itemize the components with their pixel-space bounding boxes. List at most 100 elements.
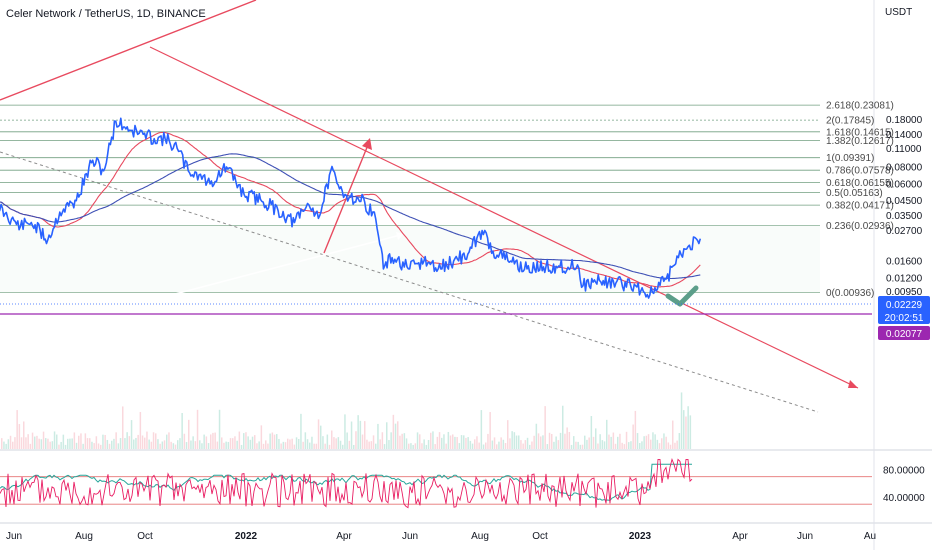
volume-bar [518, 435, 520, 449]
ascending-trendline [0, 0, 257, 101]
volume-bar [16, 410, 18, 449]
fib-level-label: 1(0.09391) [826, 153, 874, 164]
volume-bar [410, 443, 412, 449]
price-tick-label: 0.04500 [886, 196, 923, 207]
volume-bar [575, 441, 577, 449]
volume-bar [238, 431, 241, 449]
volume-bar [522, 443, 524, 449]
volume-bar [584, 435, 586, 449]
fib-zone-fill [0, 225, 820, 293]
volume-bar [141, 435, 144, 449]
volume-bar [111, 440, 113, 449]
volume-bar [313, 443, 315, 449]
volume-bar [388, 440, 390, 449]
volume-bar [641, 441, 643, 449]
oscillator-tick-label: 40.00000 [883, 493, 925, 504]
volume-bar [614, 443, 617, 449]
volume-bar [119, 438, 122, 449]
volume-bar [185, 442, 188, 449]
volume-bar [592, 436, 595, 449]
volume-bar [489, 412, 491, 449]
volume-bar [535, 423, 538, 449]
white-projection-line [0, 233, 405, 341]
volume-bar [403, 433, 406, 449]
volume-bar [5, 443, 7, 449]
volume-bar [328, 444, 331, 449]
volume-bar [533, 435, 535, 449]
volume-bar [331, 430, 333, 449]
volume-bar [621, 442, 623, 449]
volume-bar [588, 437, 590, 449]
volume-bar [487, 433, 489, 449]
volume-bar [408, 443, 410, 449]
volume-bar [432, 431, 434, 449]
price-badges: 0.02229 20:02:51 0.02077 [878, 296, 930, 340]
price-tick-label: 0.06000 [886, 179, 923, 190]
volume-bar [284, 442, 287, 449]
volume-bar [474, 439, 476, 449]
volume-bar [656, 439, 659, 449]
volume-bar [298, 438, 300, 449]
volume-bar [689, 415, 692, 449]
volume-bar [190, 440, 192, 449]
volume-bar [467, 437, 469, 449]
volume-bar [188, 419, 190, 449]
volume-bar [36, 435, 38, 449]
volume-bar [306, 439, 309, 449]
trendlines[interactable] [0, 0, 872, 413]
volume-bar [322, 436, 324, 449]
volume-bar [443, 434, 445, 449]
volume-bar [414, 443, 417, 449]
volume-bar [201, 443, 203, 449]
volume-bar [212, 432, 214, 449]
volume-bar [419, 434, 421, 449]
volume-bar [115, 432, 117, 449]
volume-bar [672, 420, 674, 449]
volume-bar [183, 433, 186, 449]
volume-bar [568, 432, 571, 449]
volume-bar [566, 427, 568, 449]
volume-bar [194, 441, 197, 449]
volume-bar [412, 444, 414, 449]
volume-bar [669, 444, 672, 449]
volume-bar [247, 436, 249, 449]
volume-bar [291, 438, 293, 449]
volume-bar [40, 439, 43, 449]
check-mark-icon [665, 285, 699, 307]
fib-level-label: 1.382(0.12617) [826, 136, 894, 147]
fib-level-label: 0.618(0.06155) [826, 178, 894, 189]
price-axis-currency: USDT [885, 7, 912, 18]
volume-bar [326, 434, 329, 449]
volume-bar [511, 431, 513, 449]
bar-countdown: 20:02:51 [885, 313, 924, 324]
volume-bar [658, 443, 661, 449]
volume-bar [207, 443, 210, 449]
volume-bar [542, 435, 544, 449]
volume-bar [174, 444, 177, 449]
volume-bar [133, 439, 135, 449]
volume-bar [612, 432, 615, 449]
volume-bar [460, 435, 463, 449]
volume-bar [144, 437, 146, 449]
volume-bar [227, 441, 230, 449]
volume-bar [172, 443, 175, 449]
volume-bar [271, 432, 274, 449]
volume-bar [456, 437, 458, 449]
last-price-badge [878, 296, 930, 324]
fib-level-label: 2.618(0.23081) [826, 101, 894, 112]
volume-bar [20, 437, 23, 449]
volume-bar [64, 444, 67, 449]
volume-bar [159, 443, 161, 449]
volume-bar [423, 439, 425, 449]
volume-bar [449, 435, 452, 449]
volume-bar [293, 444, 296, 449]
volume-bar [348, 440, 351, 449]
trendline-arrowhead [848, 380, 858, 388]
volume-bar [280, 443, 282, 449]
price-tick-label: 0.11000 [886, 144, 922, 155]
axes: USDT0.180000.140000.110000.080000.060000… [6, 7, 925, 542]
volume-bar [344, 414, 346, 449]
volume-bar [540, 436, 542, 449]
